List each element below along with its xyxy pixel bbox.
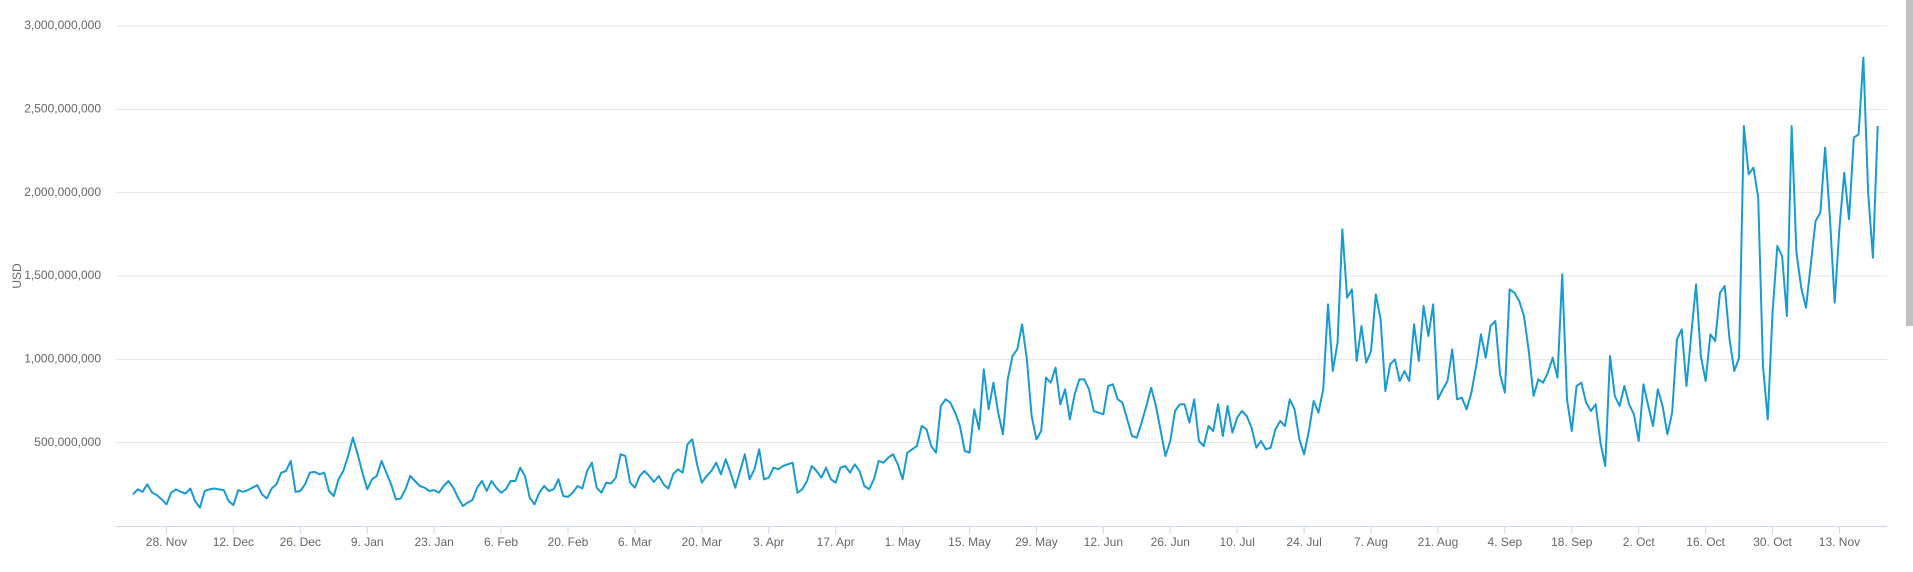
x-tick-label: 13. Nov [1819,535,1860,549]
x-tick-label: 30. Oct [1753,535,1792,549]
y-tick-label: 1,000,000,000 [24,352,101,366]
x-tick-label: 9. Jan [351,535,384,549]
x-tick-label: 24. Jul [1286,535,1321,549]
x-tick-label: 2. Oct [1623,535,1656,549]
x-tick-label: 26. Jun [1151,535,1190,549]
x-tick-label: 18. Sep [1551,535,1593,549]
x-tick-label: 12. Dec [213,535,254,549]
x-tick-label: 21. Aug [1418,535,1459,549]
x-tick-label: 16. Oct [1686,535,1725,549]
x-tick-label: 15. May [948,535,991,549]
x-tick-label: 10. Jul [1220,535,1255,549]
x-tick-label: 26. Dec [280,535,321,549]
x-tick-label: 1. May [885,535,921,549]
x-tick-label: 4. Sep [1488,535,1523,549]
x-tick-label: 3. Apr [753,535,784,549]
y-tick-label: 2,000,000,000 [24,185,101,199]
x-tick-label: 12. Jun [1084,535,1123,549]
y-tick-label: 2,500,000,000 [24,102,101,116]
y-tick-label: 3,000,000,000 [24,18,101,32]
data-line [132,56,1879,509]
x-tick-label: 29. May [1015,535,1058,549]
scrollbar[interactable] [1906,0,1913,326]
x-tick-label: 20. Feb [548,535,589,549]
x-tick-label: 28. Nov [146,535,187,549]
x-tick-label: 7. Aug [1354,535,1388,549]
y-tick-label: 1,500,000,000 [24,268,101,282]
x-tick-label: 20. Mar [681,535,722,549]
y-axis-title: USD [10,263,24,289]
x-tick-label: 6. Feb [484,535,518,549]
y-tick-label: 500,000,000 [34,435,101,449]
x-tick-label: 17. Apr [817,535,855,549]
x-tick-label: 6. Mar [618,535,652,549]
x-tick-label: 23. Jan [414,535,453,549]
